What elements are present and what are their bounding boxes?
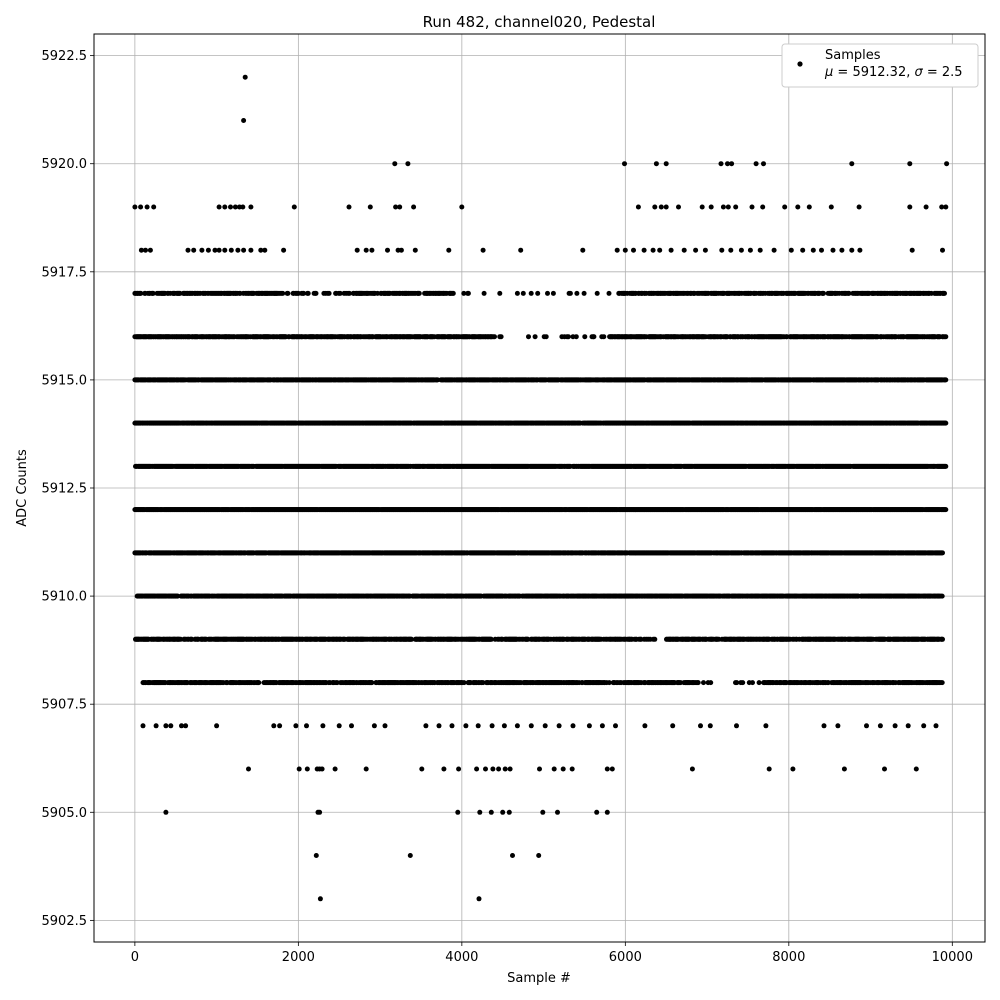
data-point: [939, 593, 945, 599]
data-point: [652, 636, 658, 642]
data-point: [695, 680, 701, 686]
data-point: [756, 680, 762, 686]
data-point: [708, 680, 714, 686]
data-point: [740, 680, 746, 686]
data-point: [369, 680, 375, 686]
data-point: [940, 550, 945, 556]
data-point: [606, 680, 612, 686]
data-point: [701, 680, 706, 686]
data-point: [939, 680, 945, 686]
data-point: [256, 680, 262, 686]
data-point: [409, 636, 414, 642]
data-point: [734, 680, 740, 686]
data-point: [943, 507, 949, 513]
data-point: [940, 636, 945, 642]
data-points: [132, 74, 950, 902]
data-point: [750, 680, 755, 686]
data-point: [488, 636, 494, 642]
data-point: [461, 680, 467, 686]
